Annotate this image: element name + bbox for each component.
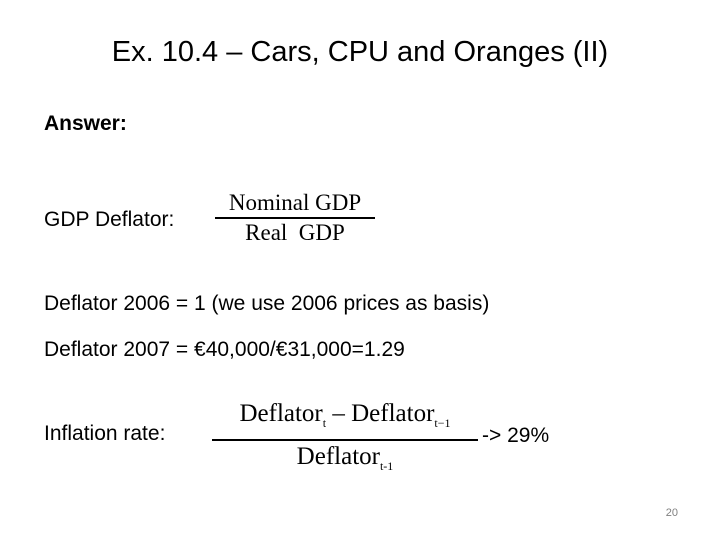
page-number: 20 bbox=[665, 507, 678, 519]
formula-denominator: Real GDP bbox=[245, 219, 345, 245]
gdp-deflator-label: GDP Deflator: bbox=[44, 208, 175, 231]
inflation-rate-label: Inflation rate: bbox=[44, 422, 166, 445]
inflation-denominator: Deflatort-1 bbox=[212, 441, 478, 482]
numerator-term-previous: Deflator bbox=[351, 400, 435, 427]
subscript-t: t bbox=[322, 416, 327, 430]
inflation-result: -> 29% bbox=[482, 424, 550, 447]
deflator-2007-line: Deflator 2007 = €40,000/€31,000=1.29 bbox=[44, 338, 405, 361]
numerator-term-current: Deflator bbox=[239, 400, 323, 427]
deflator-2006-line: Deflator 2006 = 1 (we use 2006 prices as… bbox=[44, 292, 490, 315]
formula-numerator: Nominal GDP bbox=[228, 190, 362, 215]
fraction-bar bbox=[215, 217, 375, 219]
inflation-numerator: Deflatort – Deflatort−1 bbox=[212, 398, 478, 439]
gdp-deflator-formula: Nominal GDP Real GDP bbox=[215, 189, 375, 247]
answer-heading: Answer: bbox=[44, 112, 127, 135]
fraction-bar bbox=[212, 439, 478, 441]
minus-sign: – bbox=[326, 400, 352, 427]
denominator-term: Deflator bbox=[296, 442, 380, 470]
subscript-t-minus-1: t−1 bbox=[434, 416, 451, 430]
inflation-rate-formula: Deflatort – Deflatort−1 Deflatort-1 bbox=[212, 398, 478, 482]
subscript-t-1: t-1 bbox=[379, 458, 394, 473]
slide-title: Ex. 10.4 – Cars, CPU and Oranges (II) bbox=[111, 36, 609, 68]
